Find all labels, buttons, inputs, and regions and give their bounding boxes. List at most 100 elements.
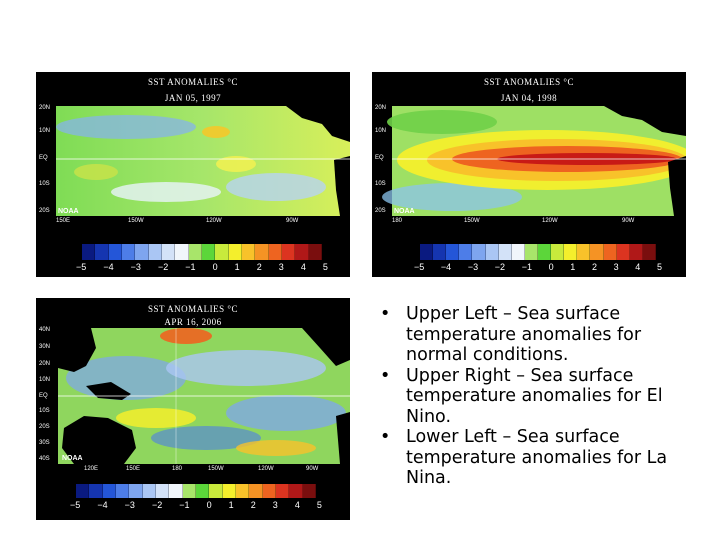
colorbar-labels: −5 −4 −3 −2 −1 0 1 2 3 4 5 [414, 262, 662, 272]
colorbar-swatch [308, 244, 322, 260]
colorbar-swatch [616, 244, 630, 260]
colorbar-swatch [551, 244, 565, 260]
colorbar-tick: −5 [70, 500, 81, 510]
colorbar-swatch [275, 484, 290, 498]
land-mass [668, 156, 686, 216]
colorbar [82, 244, 322, 260]
colorbar-swatch [129, 484, 143, 498]
colorbar [76, 484, 316, 498]
colorbar-swatch [188, 244, 202, 260]
colorbar-swatch [642, 244, 656, 260]
lon-label: 180 [392, 218, 403, 224]
bullet-dot-icon: • [380, 427, 391, 447]
colorbar-swatch [629, 244, 643, 260]
colorbar-swatch [182, 484, 196, 498]
colorbar-swatch [215, 244, 229, 260]
colorbar-swatch [281, 244, 296, 260]
colorbar-swatch [135, 244, 149, 260]
lat-label: 30N [39, 344, 51, 350]
noaa-credit: NOAA [394, 208, 415, 215]
colorbar-swatch [102, 484, 116, 498]
colorbar-tick: 4 [635, 262, 641, 272]
colorbar-tick: 5 [316, 500, 322, 510]
colorbar-swatch [577, 244, 591, 260]
noaa-credit: NOAA [58, 208, 79, 215]
lat-label: 10N [39, 128, 51, 134]
lon-label: 120E [84, 466, 99, 472]
land-mass [62, 416, 136, 464]
colorbar-tick: 5 [656, 262, 662, 272]
lat-label: 30S [39, 440, 50, 446]
land-mass [604, 106, 686, 136]
lat-label: 20N [39, 361, 51, 367]
colorbar-swatch [268, 244, 282, 260]
colorbar-tick: 3 [613, 262, 619, 272]
colorbar-tick: 3 [272, 500, 278, 510]
cool-anomaly [151, 426, 261, 450]
lon-label: 90W [622, 218, 635, 224]
warm-anomaly [202, 126, 230, 138]
colorbar-swatch [289, 484, 303, 498]
land-mass [334, 156, 350, 216]
colorbar-swatch [201, 244, 216, 260]
map-date: APR 16, 2006 [164, 317, 222, 327]
cool-anomaly [166, 350, 326, 386]
colorbar-swatch [498, 244, 512, 260]
colorbar-labels: −5 −4 −3 −2 −1 0 1 2 3 4 5 [76, 262, 328, 272]
colorbar-swatch [537, 244, 552, 260]
colorbar-tick: −2 [157, 262, 169, 272]
colorbar-tick: −3 [124, 500, 135, 510]
colorbar-labels: −5 −4 −3 −2 −1 0 1 2 3 4 5 [70, 500, 322, 510]
sst-map-lower-left [58, 328, 350, 464]
lon-label: 120W [206, 218, 222, 224]
colorbar-tick: −4 [440, 262, 452, 272]
bullet-text: Upper Left – Sea surface temperature ano… [406, 304, 642, 365]
land-mass [58, 328, 96, 372]
colorbar-tick: 4 [294, 500, 300, 510]
colorbar-swatch [89, 484, 103, 498]
colorbar-swatch [302, 484, 316, 498]
map-title: SST ANOMALIES °C [484, 77, 574, 87]
colorbar-swatch [169, 484, 183, 498]
warm-anomaly [160, 328, 212, 344]
warm-anomaly [236, 440, 316, 456]
warm-anomaly [74, 164, 118, 180]
lon-label: 120W [542, 218, 558, 224]
colorbar-swatch [241, 244, 256, 260]
warm-anomaly [116, 408, 196, 428]
bullet-dot-icon: • [380, 365, 391, 386]
colorbar-swatch [255, 244, 269, 260]
sst-map-upper-left [56, 106, 350, 216]
warm-anomaly [216, 156, 256, 172]
noaa-credit: NOAA [62, 455, 83, 462]
colorbar-swatch [115, 484, 130, 498]
map-panel-lower-left: SST ANOMALIES °C APR 16, 2006 40N 30N 20… [36, 298, 350, 520]
colorbar-swatch [82, 244, 96, 260]
colorbar-swatch [459, 244, 473, 260]
colorbar-swatch [222, 484, 236, 498]
colorbar-tick: 4 [300, 262, 306, 272]
colorbar-swatch [195, 484, 210, 498]
colorbar-swatch [590, 244, 604, 260]
colorbar-swatch [524, 244, 538, 260]
colorbar-swatch [446, 244, 460, 260]
neutral-anomaly [111, 182, 221, 202]
lat-label: 10S [39, 181, 50, 187]
colorbar [420, 244, 656, 260]
colorbar-tick: −2 [151, 500, 163, 510]
lon-label: 180 [172, 466, 183, 472]
colorbar-swatch [603, 244, 617, 260]
lat-label: 20S [39, 424, 50, 430]
colorbar-swatch [228, 244, 242, 260]
lon-label: 120W [258, 466, 274, 472]
lat-label: 20S [39, 208, 50, 214]
lat-label: 20S [375, 208, 386, 214]
colorbar-tick: 2 [256, 262, 262, 272]
map-panel-upper-right: SST ANOMALIES °C JAN 04, 1998 20N 10N EQ… [372, 72, 686, 277]
lat-label: EQ [39, 393, 48, 399]
lat-label: EQ [375, 155, 384, 161]
caption-bullets: • Upper Left – Sea surface temperature an… [370, 304, 700, 489]
colorbar-tick: 1 [234, 262, 240, 272]
colorbar-swatch [95, 244, 109, 260]
colorbar-swatch [108, 244, 122, 260]
